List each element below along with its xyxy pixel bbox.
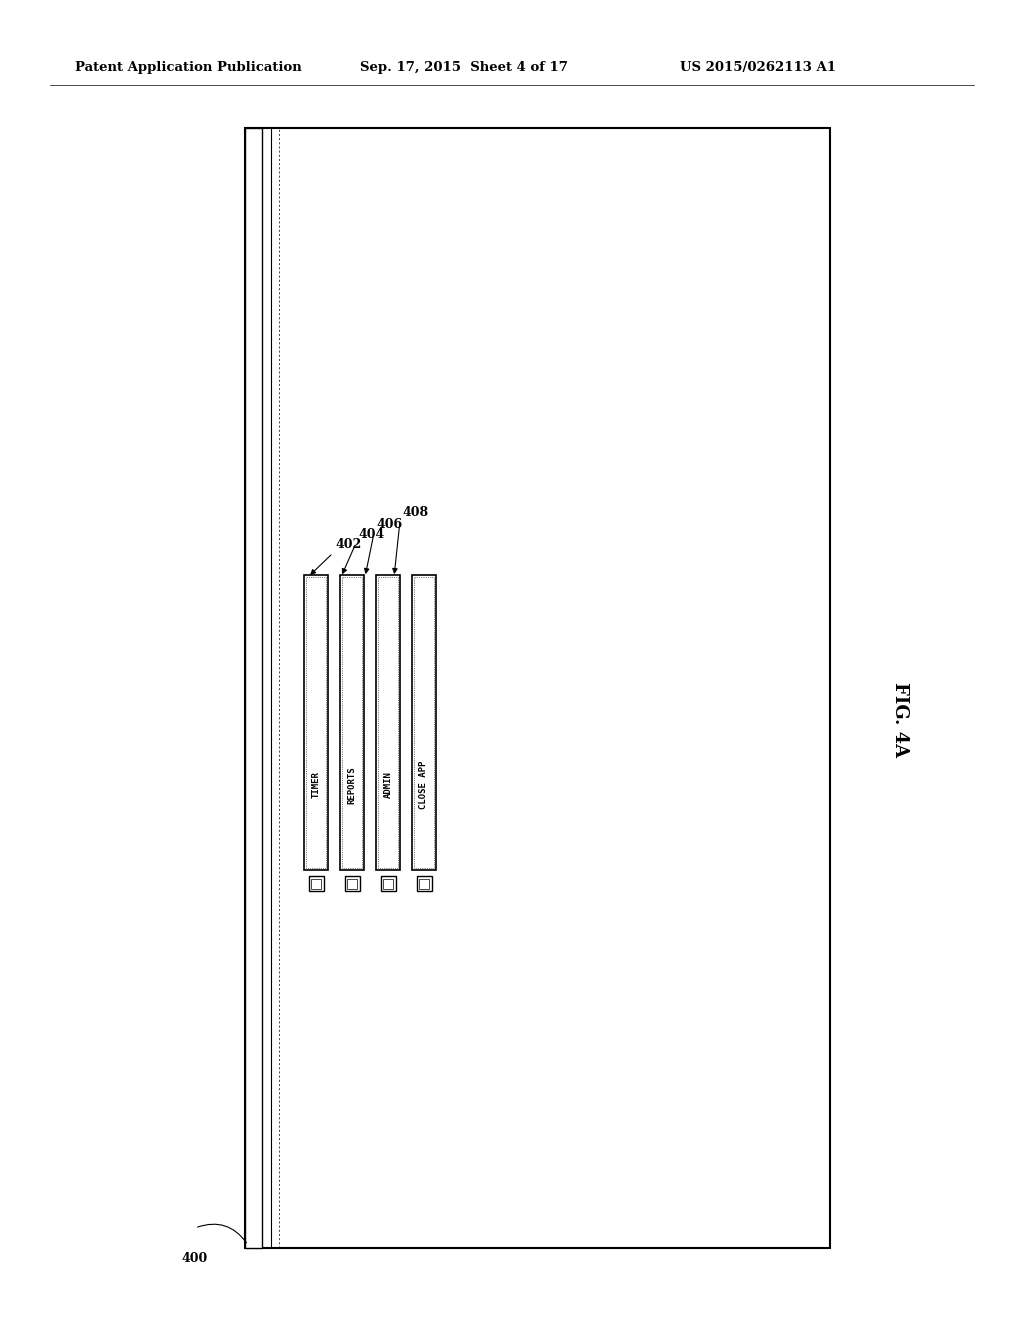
Bar <box>304 576 328 870</box>
Text: Patent Application Publication: Patent Application Publication <box>75 62 302 74</box>
Bar <box>340 576 364 870</box>
Bar <box>381 876 395 891</box>
Text: Sep. 17, 2015  Sheet 4 of 17: Sep. 17, 2015 Sheet 4 of 17 <box>360 62 568 74</box>
Text: FIG. 4A: FIG. 4A <box>891 682 909 758</box>
Bar <box>376 576 400 870</box>
Bar <box>378 577 398 869</box>
Bar <box>311 879 321 888</box>
Bar <box>347 879 357 888</box>
Text: TIMER: TIMER <box>311 772 321 799</box>
Text: 404: 404 <box>358 528 384 541</box>
Bar <box>383 879 393 888</box>
Bar <box>417 876 431 891</box>
Bar <box>342 577 362 869</box>
Bar <box>245 128 830 1247</box>
Bar <box>412 576 436 870</box>
Bar <box>245 128 262 1247</box>
Text: US 2015/0262113 A1: US 2015/0262113 A1 <box>680 62 836 74</box>
Text: CLOSE APP: CLOSE APP <box>420 760 428 809</box>
Bar <box>308 876 324 891</box>
Bar <box>419 879 429 888</box>
Text: ADMIN: ADMIN <box>384 772 392 799</box>
Text: 408: 408 <box>402 507 428 520</box>
Bar <box>306 577 326 869</box>
Text: 402: 402 <box>335 539 361 552</box>
Bar <box>414 577 434 869</box>
Text: REPORTS: REPORTS <box>347 766 356 804</box>
Text: 406: 406 <box>376 519 402 532</box>
Bar <box>344 876 359 891</box>
Text: 400: 400 <box>182 1251 208 1265</box>
